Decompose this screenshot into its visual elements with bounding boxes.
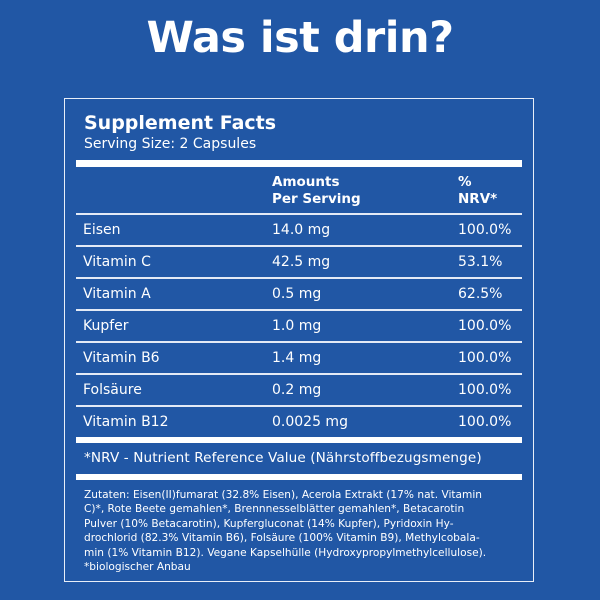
serving-size: Serving Size: 2 Capsules — [84, 136, 257, 152]
nutrient-amount: 1.0 mg — [272, 318, 322, 334]
nutrient-nrv: 100.0% — [458, 222, 512, 238]
nutrient-name: Vitamin B6 — [83, 350, 160, 366]
table-row: Kupfer 1.0 mg 100.0% — [76, 310, 522, 342]
nutrient-name: Folsäure — [83, 382, 142, 398]
divider-thin — [76, 405, 522, 407]
nutrient-amount: 1.4 mg — [272, 350, 322, 366]
column-header-amount: Amounts Per Serving — [272, 174, 361, 207]
nutrient-amount: 0.0025 mg — [272, 414, 348, 430]
nutrient-nrv: 100.0% — [458, 414, 512, 430]
nutrient-nrv: 100.0% — [458, 318, 512, 334]
divider-thick — [76, 160, 522, 167]
nutrient-name: Eisen — [83, 222, 121, 238]
nrv-footnote: *NRV - Nutrient Reference Value (Nährsto… — [84, 450, 482, 466]
nutrient-nrv: 100.0% — [458, 382, 512, 398]
table-row: Vitamin B6 1.4 mg 100.0% — [76, 342, 522, 374]
table-row: Eisen 14.0 mg 100.0% — [76, 214, 522, 246]
panel-title: Supplement Facts — [84, 112, 277, 134]
table-row: Vitamin A 0.5 mg 62.5% — [76, 278, 522, 310]
nutrient-amount: 42.5 mg — [272, 254, 331, 270]
nutrient-name: Vitamin A — [83, 286, 151, 302]
nutrient-name: Vitamin B12 — [83, 414, 169, 430]
nutrient-name: Vitamin C — [83, 254, 151, 270]
divider-thick — [76, 437, 522, 443]
divider-thin — [76, 245, 522, 247]
nutrient-amount: 0.5 mg — [272, 286, 322, 302]
divider-thin — [76, 373, 522, 375]
nutrient-nrv: 62.5% — [458, 286, 503, 302]
divider-thin — [76, 277, 522, 279]
divider-thick — [76, 474, 522, 480]
table-row: Folsäure 0.2 mg 100.0% — [76, 374, 522, 406]
nutrient-nrv: 53.1% — [458, 254, 503, 270]
nutrient-nrv: 100.0% — [458, 350, 512, 366]
table-row: Vitamin C 42.5 mg 53.1% — [76, 246, 522, 278]
nutrient-name: Kupfer — [83, 318, 129, 334]
nutrient-amount: 14.0 mg — [272, 222, 331, 238]
divider-thin — [76, 213, 522, 215]
supplement-facts-panel — [64, 98, 534, 582]
divider-thin — [76, 309, 522, 311]
nutrient-amount: 0.2 mg — [272, 382, 322, 398]
ingredients-text: Zutaten: Eisen(II)fumarat (32.8% Eisen),… — [84, 489, 487, 574]
page-headline: Was ist drin? — [146, 13, 454, 63]
column-header-nrv: % NRV* — [458, 174, 498, 207]
table-row: Vitamin B12 0.0025 mg 100.0% — [76, 406, 522, 438]
divider-thin — [76, 341, 522, 343]
